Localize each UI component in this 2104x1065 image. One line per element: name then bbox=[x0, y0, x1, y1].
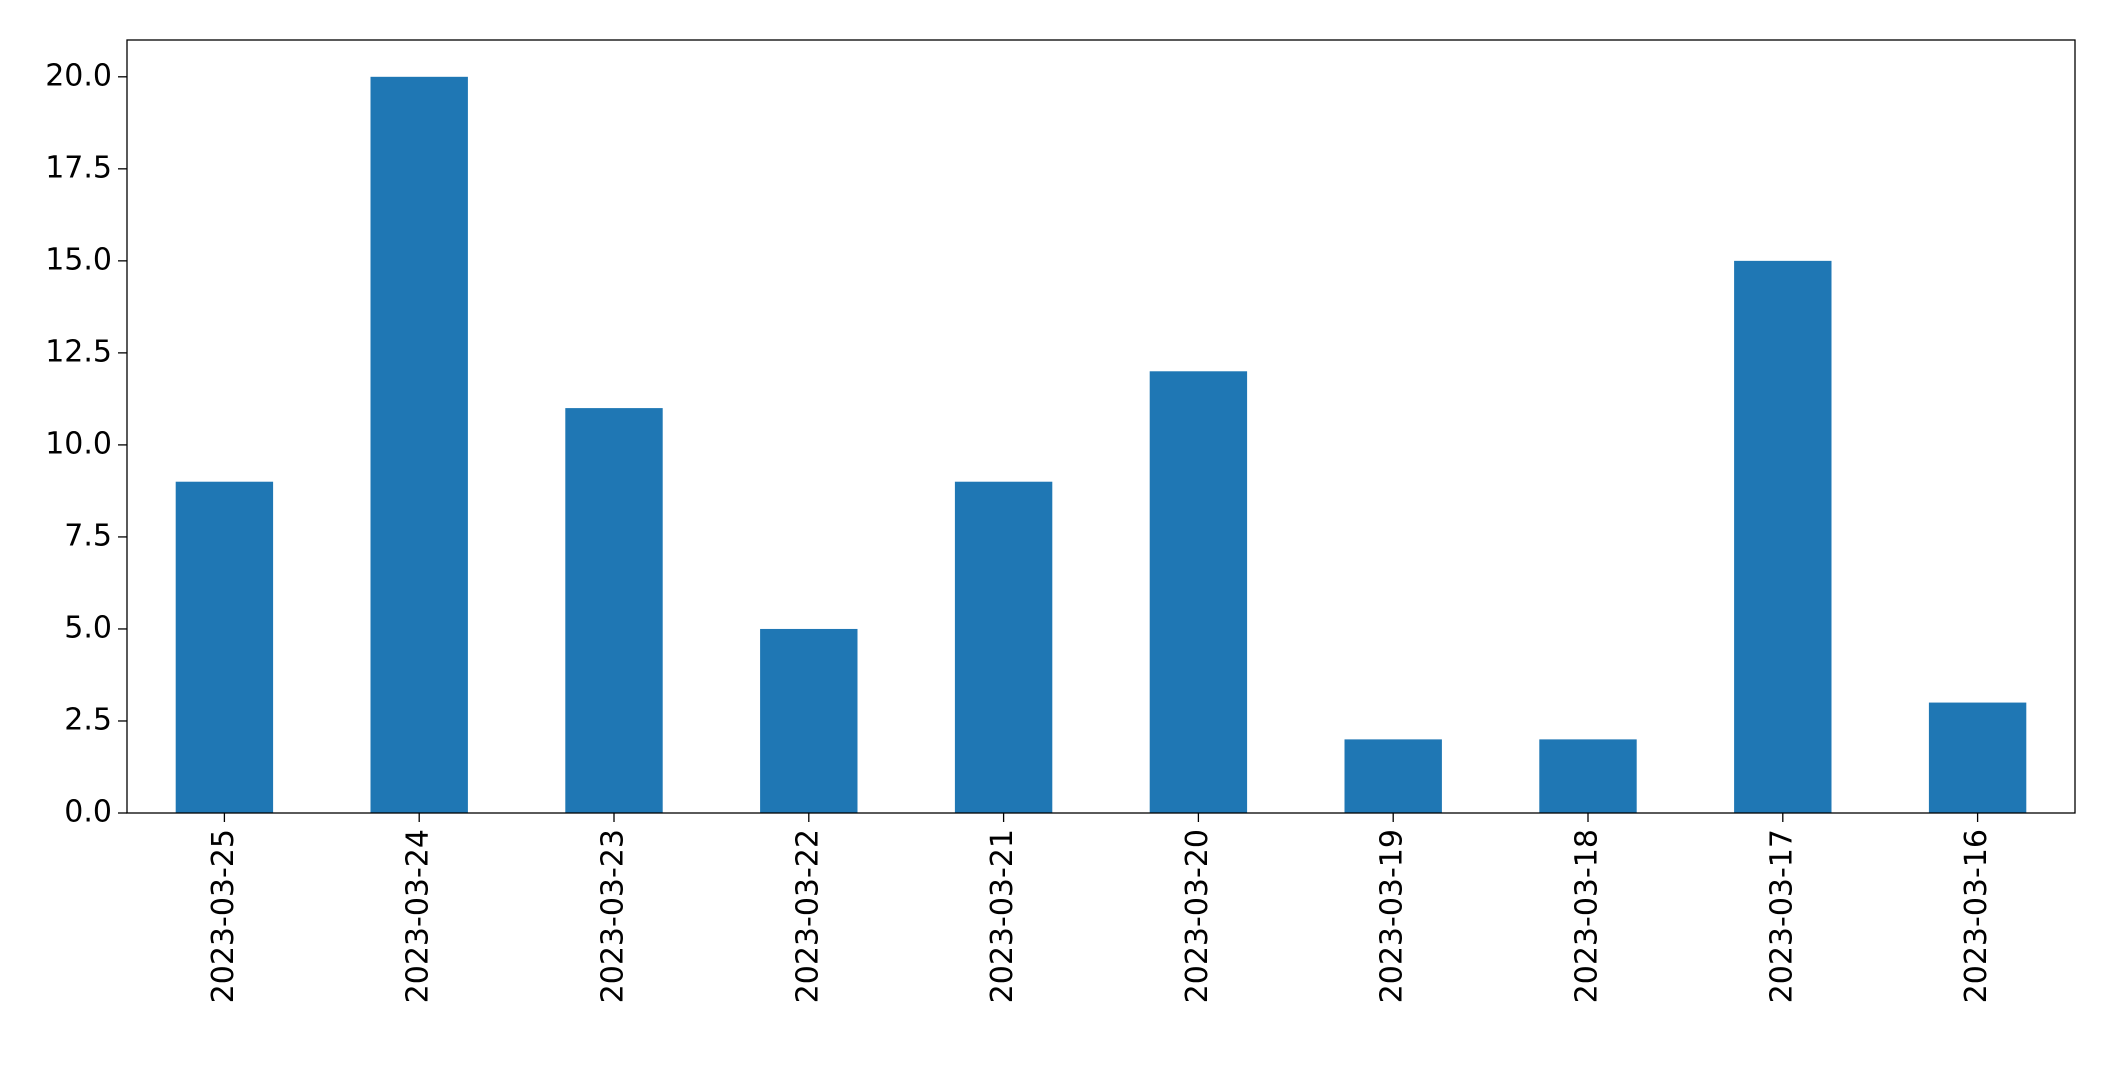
y-tick-label: 5.0 bbox=[64, 610, 112, 645]
bar bbox=[1928, 702, 2027, 813]
plot-frame bbox=[126, 39, 2076, 814]
bar bbox=[175, 481, 274, 813]
y-tick-label: 7.5 bbox=[64, 518, 112, 553]
bar bbox=[1734, 260, 1832, 813]
bar bbox=[565, 408, 663, 813]
x-tick-label: 2023-03-21 bbox=[985, 829, 1020, 1003]
y-tick-label: 0.0 bbox=[64, 795, 112, 830]
x-tick-label: 2023-03-24 bbox=[401, 829, 436, 1003]
y-tick-label: 2.5 bbox=[64, 702, 112, 737]
x-tick-label: 2023-03-20 bbox=[1180, 829, 1215, 1003]
x-tick-label: 2023-03-17 bbox=[1764, 829, 1799, 1003]
bar bbox=[370, 76, 468, 814]
bar bbox=[1539, 739, 1637, 813]
x-tick-label: 2023-03-19 bbox=[1375, 829, 1410, 1003]
bar bbox=[1344, 739, 1442, 813]
x-tick-label: 2023-03-22 bbox=[790, 829, 825, 1003]
x-tick-label: 2023-03-25 bbox=[206, 829, 241, 1003]
y-tick-label: 17.5 bbox=[45, 150, 112, 185]
y-tick-label: 12.5 bbox=[45, 334, 112, 369]
x-tick-label: 2023-03-18 bbox=[1570, 829, 1605, 1003]
bar bbox=[1149, 371, 1248, 813]
bar bbox=[760, 628, 858, 813]
x-tick-label: 2023-03-16 bbox=[1959, 829, 1994, 1003]
y-tick-label: 15.0 bbox=[45, 242, 112, 277]
bar bbox=[954, 481, 1053, 813]
y-tick-label: 20.0 bbox=[45, 58, 112, 93]
x-tick-label: 2023-03-23 bbox=[596, 829, 631, 1003]
y-tick-label: 10.0 bbox=[45, 426, 112, 461]
